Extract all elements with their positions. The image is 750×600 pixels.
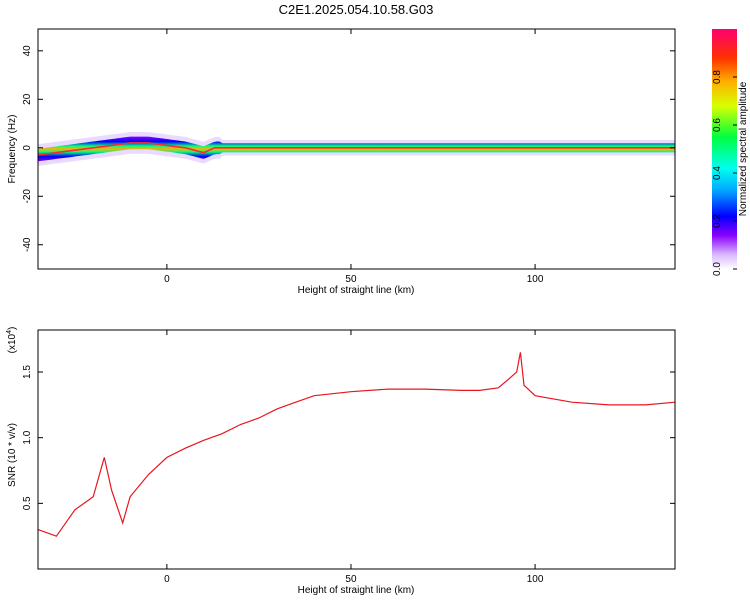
spectrogram-x-label: Height of straight line (km) <box>298 285 415 296</box>
spectrogram-y-tick-label: 0 <box>22 145 33 151</box>
spectrogram-panel: 0 50 100 -40 -20 0 20 40 Height of straight li… <box>7 28 676 296</box>
snr-y-tick-label: 0.5 <box>22 496 33 510</box>
snr-scale-exponent: 4 <box>6 330 13 334</box>
spectrogram-y-tick-label: -40 <box>22 237 33 252</box>
spectrogram-x-tick-label: 100 <box>527 274 544 285</box>
colorbar-gradient <box>712 29 737 269</box>
spectrogram-x-tick-label: 50 <box>345 274 357 285</box>
snr-y-ticks: 0.5 1.0 1.5 <box>22 365 675 510</box>
snr-x-tick-label: 100 <box>527 574 544 585</box>
snr-x-tick-label: 0 <box>164 574 170 585</box>
snr-x-tick-label: 50 <box>345 574 357 585</box>
colorbar: 0.0 0.2 0.4 0.6 0.8 Normalized spectral ampl… <box>712 29 749 276</box>
snr-scale-label: (x104) <box>6 327 18 354</box>
spectrogram-x-ticks: 0 50 100 <box>164 29 544 285</box>
chart-title: C2E1.2025.054.10.58.G03 <box>279 2 434 17</box>
snr-marks <box>37 352 676 537</box>
colorbar-ticks: 0.0 0.2 0.4 0.6 0.8 <box>712 70 737 276</box>
snr-x-ticks: 0 50 100 <box>164 330 544 585</box>
colorbar-tick-label: 0.4 <box>712 166 723 180</box>
colorbar-tick-label: 0.0 <box>712 262 723 276</box>
spectrogram-marks <box>37 132 675 166</box>
spectrogram-y-tick-label: -20 <box>22 189 33 204</box>
spectrogram-frame <box>37 28 676 270</box>
snr-frame <box>37 329 676 570</box>
spectrogram-y-tick-label: 20 <box>22 93 33 105</box>
snr-series-line <box>37 352 676 537</box>
colorbar-tick-label: 0.2 <box>712 214 723 228</box>
spectrogram-ridge <box>38 136 675 162</box>
svg-text:(x104): (x104) <box>6 327 18 354</box>
snr-y-label: SNR (10 * v/v) <box>7 423 18 487</box>
snr-scale-text: (x10 <box>7 333 18 353</box>
snr-x-label: Height of straight line (km) <box>298 585 415 596</box>
snr-panel: 0 50 100 0.5 1.0 1.5 Height of straight line… <box>6 327 676 596</box>
spectrogram-y-tick-label: 40 <box>22 45 33 57</box>
colorbar-tick-label: 0.8 <box>712 70 723 84</box>
colorbar-tick-label: 0.6 <box>712 118 723 132</box>
snr-y-tick-label: 1.0 <box>22 430 33 444</box>
spectrogram-x-tick-label: 0 <box>164 274 170 285</box>
spectrogram-peak-line <box>37 142 675 156</box>
colorbar-label: Normalized spectral amplitude <box>738 81 749 216</box>
spectrogram-y-ticks: -40 -20 0 20 40 <box>22 45 675 252</box>
spectrogram-y-label: Frequency (Hz) <box>7 115 18 184</box>
snr-y-tick-label: 1.5 <box>22 365 33 379</box>
